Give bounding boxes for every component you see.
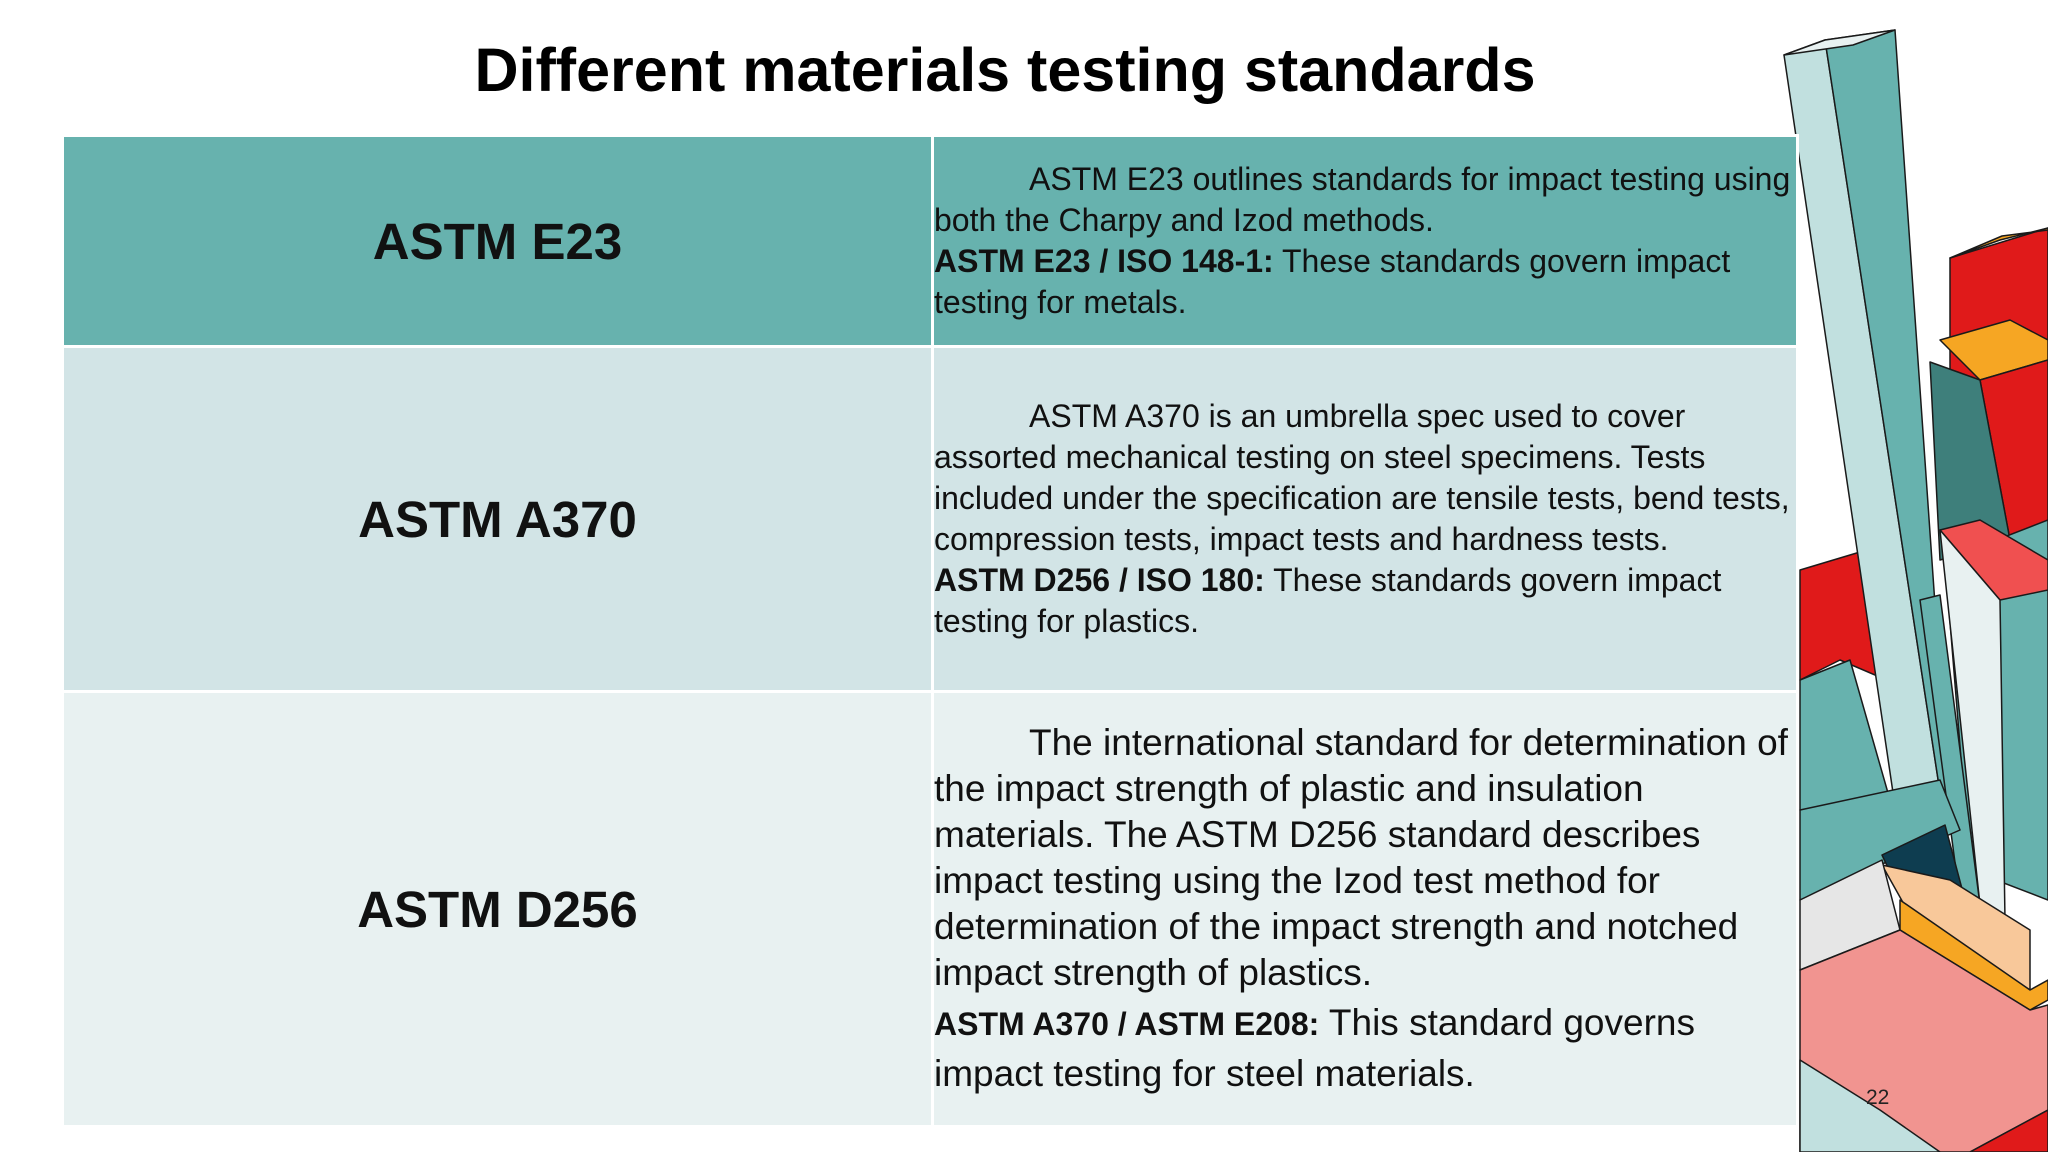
standard-intro: ASTM E23 outlines standards for impact t… [934,161,1791,238]
standards-table: ASTM E23 ASTM E23 outlines standards for… [61,134,1799,1128]
standard-code: ASTM A370 / ASTM E208: [934,1006,1320,1042]
standard-note-text: These standards govern impact testing fo… [934,243,1731,320]
slide-title: Different materials testing standards [474,36,1536,104]
standard-name-cell: ASTM D256 [61,690,934,1128]
table-row: ASTM D256 The international standard for… [61,690,1799,1128]
standard-note-text: This standard governs impact testing for… [934,1002,1695,1094]
standard-code: ASTM D256 / ISO 180: [934,562,1265,598]
standard-note-text: These standards govern impact testing fo… [934,562,1722,639]
standard-name-cell: ASTM E23 [61,134,934,348]
standard-code: ASTM E23 / ISO 148-1: [934,243,1274,279]
standard-note: ASTM E23 / ISO 148-1: These standards go… [934,241,1796,323]
page-number: 22 [1866,1086,1890,1109]
standard-note: ASTM D256 / ISO 180: These standards gov… [934,560,1796,642]
standard-description-cell: The international standard for determina… [931,690,1799,1128]
standard-name-cell: ASTM A370 [61,345,934,693]
table-row: ASTM A370 ASTM A370 is an umbrella spec … [61,345,1799,693]
table-row: ASTM E23 ASTM E23 outlines standards for… [61,134,1799,348]
standard-intro: ASTM A370 is an umbrella spec used to co… [934,398,1790,557]
standard-note: ASTM A370 / ASTM E208: This standard gov… [934,998,1796,1098]
decorative-blocks-illustration [1783,29,2048,1152]
standard-intro: The international standard for determina… [934,722,1788,993]
standard-description-cell: ASTM A370 is an umbrella spec used to co… [931,345,1799,693]
standard-description-cell: ASTM E23 outlines standards for impact t… [931,134,1799,348]
